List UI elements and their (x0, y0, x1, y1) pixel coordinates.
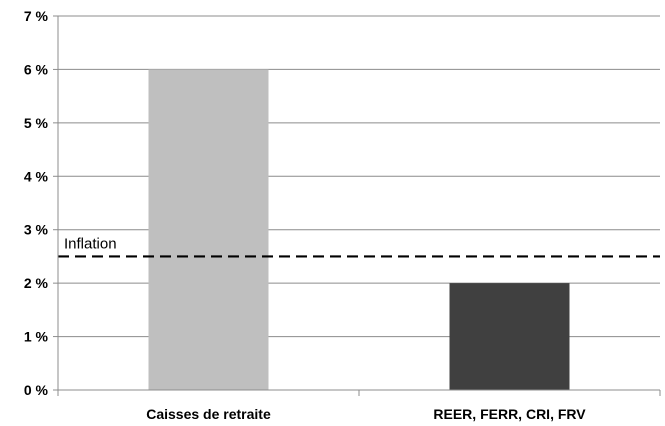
bar (449, 283, 570, 390)
y-tick-label: 2 % (24, 275, 49, 291)
y-tick-label: 1 % (24, 329, 49, 345)
y-tick-label: 7 % (24, 8, 49, 24)
y-tick-label: 4 % (24, 168, 49, 184)
gridlines (58, 15, 660, 338)
y-tick-label: 6 % (24, 61, 49, 77)
y-tick-label: 5 % (24, 115, 49, 131)
inflation-reference: Inflation (58, 235, 660, 258)
bar (148, 69, 269, 390)
axes (53, 15, 661, 396)
bars (148, 69, 570, 390)
y-tick-label: 0 % (24, 382, 49, 398)
labels: 0 % 1 % 2 % 3 % 4 % 5 % 6 % 7 % Caisses de retra… (24, 8, 586, 422)
x-tick-label: REER, FERR, CRI, FRV (433, 406, 586, 422)
x-tick-label: Caisses de retraite (146, 406, 271, 422)
inflation-label: Inflation (64, 235, 117, 252)
y-tick-label: 3 % (24, 222, 49, 238)
